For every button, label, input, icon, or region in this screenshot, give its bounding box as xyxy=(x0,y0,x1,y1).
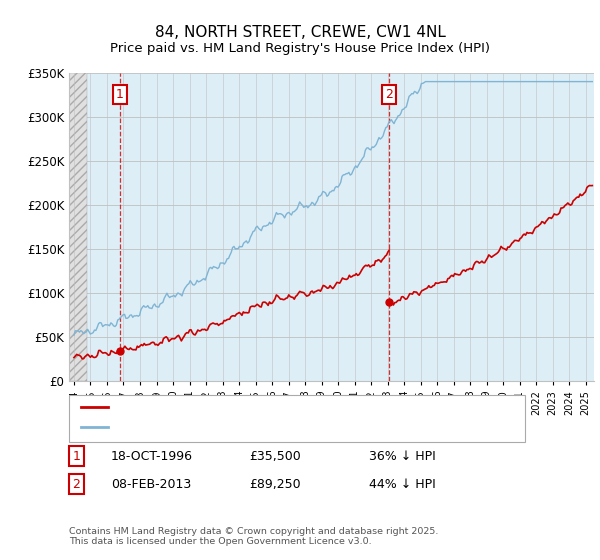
Text: 2: 2 xyxy=(72,478,80,491)
Text: 1: 1 xyxy=(116,88,124,101)
Text: 84, NORTH STREET, CREWE, CW1 4NL (semi-detached house): 84, NORTH STREET, CREWE, CW1 4NL (semi-d… xyxy=(114,402,458,412)
Text: 08-FEB-2013: 08-FEB-2013 xyxy=(111,478,191,491)
Text: 44% ↓ HPI: 44% ↓ HPI xyxy=(369,478,436,491)
Text: HPI: Average price, semi-detached house, Cheshire East: HPI: Average price, semi-detached house,… xyxy=(114,422,427,432)
Text: 1: 1 xyxy=(72,450,80,463)
Text: £89,250: £89,250 xyxy=(249,478,301,491)
Text: 18-OCT-1996: 18-OCT-1996 xyxy=(111,450,193,463)
Text: Contains HM Land Registry data © Crown copyright and database right 2025.
This d: Contains HM Land Registry data © Crown c… xyxy=(69,526,439,546)
Text: Price paid vs. HM Land Registry's House Price Index (HPI): Price paid vs. HM Land Registry's House … xyxy=(110,42,490,55)
Text: 36% ↓ HPI: 36% ↓ HPI xyxy=(369,450,436,463)
Text: 84, NORTH STREET, CREWE, CW1 4NL: 84, NORTH STREET, CREWE, CW1 4NL xyxy=(155,25,445,40)
Text: 2: 2 xyxy=(385,88,393,101)
Text: £35,500: £35,500 xyxy=(249,450,301,463)
